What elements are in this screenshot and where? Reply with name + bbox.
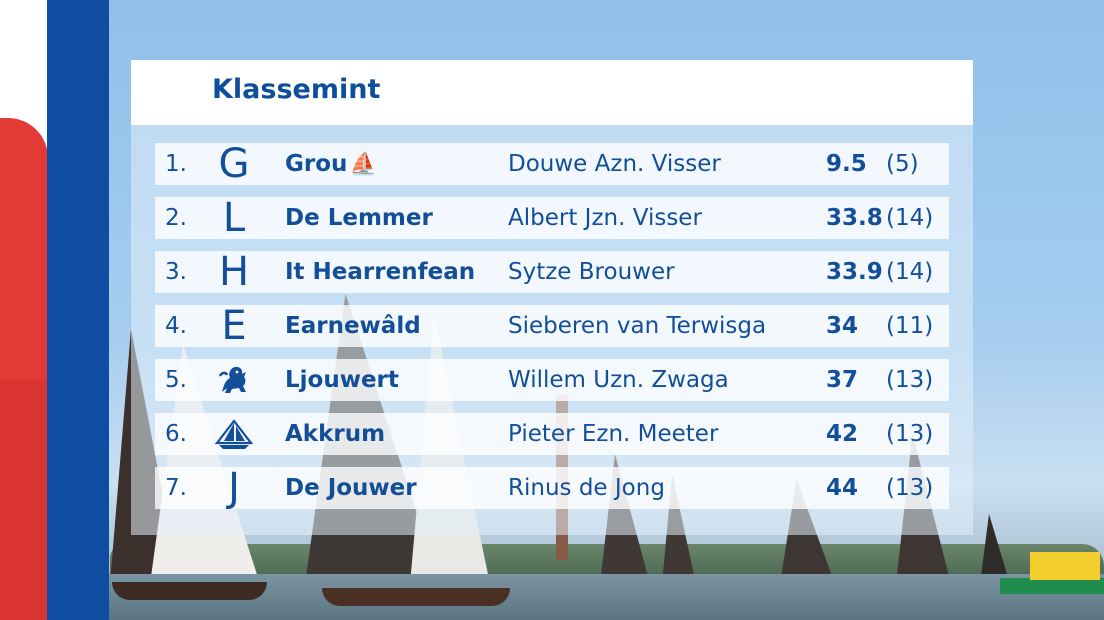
score: 42	[826, 421, 859, 447]
race-count: (11)	[886, 313, 934, 339]
race-count: (13)	[886, 475, 934, 501]
race-count: (13)	[886, 367, 934, 393]
boat-hull	[1000, 578, 1104, 594]
lion-icon	[213, 359, 255, 406]
skipper-name: Pieter Ezn. Meeter	[508, 421, 719, 447]
rank: 1.	[165, 151, 187, 177]
standings-row: 4. E Earnewâld Sieberen van Terwisga 34 …	[155, 305, 949, 347]
score: 44	[826, 475, 859, 501]
town-name: Grou ⛵	[285, 143, 377, 186]
skipper-name: Willem Uzn. Zwaga	[508, 367, 729, 393]
rank: 3.	[165, 259, 187, 285]
joure-letter-icon: J	[228, 465, 240, 511]
score: 37	[826, 367, 859, 393]
standings-header	[131, 60, 973, 125]
earnewald-letter-icon: E	[221, 303, 247, 349]
standings-row: 6. Akkrum Pieter Ezn. Meeter 42 (13)	[155, 413, 949, 455]
sailboat-icon: ⛵	[349, 152, 378, 177]
skipper-name: Sytze Brouwer	[508, 259, 675, 285]
town-name: De Jouwer	[285, 475, 417, 501]
town-label: Grou	[285, 151, 348, 177]
skipper-name: Sieberen van Terwisga	[508, 313, 767, 339]
rank: 6.	[165, 421, 187, 447]
rank: 7.	[165, 475, 187, 501]
skipper-name: Douwe Azn. Visser	[508, 151, 721, 177]
standings-row: 5. Ljouwert Willem Uzn. Zwaga 37 (13)	[155, 359, 949, 401]
standings-row: 2. L De Lemmer Albert Jzn. Visser 33.8 (…	[155, 197, 949, 239]
race-count: (5)	[886, 151, 919, 177]
blue-brand-bar	[47, 0, 109, 620]
rank: 4.	[165, 313, 187, 339]
red-brand-shape	[0, 380, 48, 620]
standings-title: Klassemint	[212, 74, 381, 105]
boat-hull	[112, 582, 267, 600]
standings-row: 7. J De Jouwer Rinus de Jong 44 (13)	[155, 467, 949, 509]
sail-emblem-icon	[213, 413, 255, 459]
race-count: (13)	[886, 421, 934, 447]
town-name: It Hearrenfean	[285, 259, 476, 285]
town-name: De Lemmer	[285, 205, 433, 231]
race-count: (14)	[886, 205, 934, 231]
skipper-name: Albert Jzn. Visser	[508, 205, 702, 231]
score: 9.5	[826, 151, 867, 177]
score: 34	[826, 313, 859, 339]
heerenveen-letter-icon: H	[218, 249, 250, 295]
lemmer-letter-icon: L	[222, 195, 246, 241]
rank: 5.	[165, 367, 187, 393]
standings-row: 1. G Grou ⛵ Douwe Azn. Visser 9.5 (5)	[155, 143, 949, 185]
town-name: Akkrum	[285, 421, 386, 447]
boat-cabin	[1030, 552, 1100, 580]
skipper-name: Rinus de Jong	[508, 475, 665, 501]
town-name: Ljouwert	[285, 367, 399, 393]
town-name: Earnewâld	[285, 313, 421, 339]
standings-panel	[131, 60, 973, 535]
boat-hull	[322, 588, 510, 606]
score: 33.8	[826, 205, 883, 231]
rank: 2.	[165, 205, 187, 231]
standings-row: 3. H It Hearrenfean Sytze Brouwer 33.9 (…	[155, 251, 949, 293]
score: 33.9	[826, 259, 883, 285]
grou-letter-icon: G	[218, 141, 250, 187]
race-count: (14)	[886, 259, 934, 285]
